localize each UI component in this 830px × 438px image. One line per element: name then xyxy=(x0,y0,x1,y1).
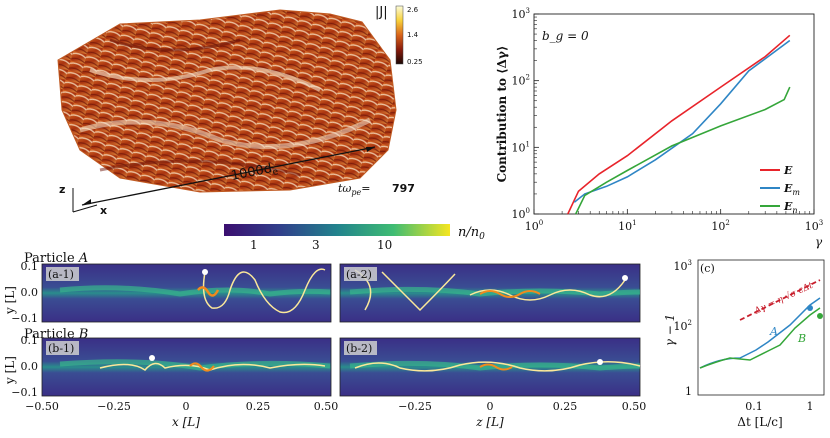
curve-a-label: A xyxy=(769,325,778,338)
chart-frame xyxy=(533,13,815,215)
panel-tag: (a-2) xyxy=(346,268,372,281)
axis-x-label: x xyxy=(100,204,107,217)
panel-a2: (a-2) xyxy=(339,263,641,323)
y-tick: 0.1 xyxy=(21,334,39,347)
fit-line xyxy=(739,279,821,321)
z-tick: 0 xyxy=(487,400,494,413)
x-axis-label: x [L] xyxy=(172,415,200,429)
c-x-tick: 0.1 xyxy=(745,400,763,413)
c-y-tick: 102 xyxy=(674,319,692,333)
render3d-panel: |J| 2.6 1.4 0.25 1000de z x tωpe= 797 xyxy=(0,0,490,225)
colorbar-j xyxy=(395,5,404,65)
panel-b1: (b-1) xyxy=(41,337,332,397)
x-tick: −0.50 xyxy=(25,400,59,413)
y-tick-label: 103 xyxy=(512,7,530,21)
y-tick-label: 102 xyxy=(512,74,530,88)
x-tick: 0.25 xyxy=(246,400,271,413)
y-axis-label: y [L] xyxy=(3,356,17,385)
colorbar-j-label: |J| xyxy=(375,5,388,20)
y-tick-label: 101 xyxy=(512,140,530,154)
density-colorbar-bar xyxy=(224,224,450,236)
chart-ylabel: Contribution to ⟨Δγ⟩ xyxy=(495,46,509,183)
c-x-label: Δt [L/c] xyxy=(737,415,782,429)
z-tick: 0.50 xyxy=(622,400,647,413)
curve-b-label: B xyxy=(797,332,806,345)
x-tick: −0.25 xyxy=(97,400,131,413)
axis-z-label: z xyxy=(59,183,65,196)
c-x-tick: 1 xyxy=(807,400,814,413)
panel-tag: (b-2) xyxy=(346,342,372,355)
y-axis-label: y [L] xyxy=(3,286,17,315)
time-label: tωpe= xyxy=(338,182,370,197)
panel-c-tag: (c) xyxy=(700,262,715,275)
panel-b2: (b-2) xyxy=(339,337,641,397)
x-tick-label: 100 xyxy=(525,219,543,233)
panel-tag: (a-1) xyxy=(48,268,74,281)
z-axis-label: z [L] xyxy=(475,415,504,429)
x-tick-label: 102 xyxy=(711,219,729,233)
x-tick: 0 xyxy=(183,400,190,413)
panel-c-frame xyxy=(697,259,825,396)
y-tick: 0.0 xyxy=(21,360,39,373)
colorbar-j-tick: 2.6 xyxy=(407,6,419,14)
chart-xlabel: γ xyxy=(815,235,823,249)
y-tick: 0.1 xyxy=(21,260,39,273)
contribution-chart: b_g = 0 Contribution to ⟨Δγ⟩ γ 100 100 101… xyxy=(490,0,830,250)
trajectory-panels: Particle A Particle B (a-1) (a-2) xyxy=(0,250,660,434)
particle-row-title: Particle A xyxy=(24,251,88,266)
colorbar-j-tick: 0.25 xyxy=(407,58,423,66)
y-tick: −0.1 xyxy=(11,386,38,399)
z-tick: −0.25 xyxy=(398,400,432,413)
chart-annotation: b_g = 0 xyxy=(542,29,589,43)
x-tick-label: 101 xyxy=(618,219,636,233)
density-colorbar: 1 3 10 n/n0 xyxy=(200,218,510,258)
y-tick-label: 100 xyxy=(512,207,530,221)
y-tick: −0.1 xyxy=(11,312,38,325)
time-value: 797 xyxy=(392,182,415,195)
legend-label: E xyxy=(783,164,793,177)
y-tick: 0.0 xyxy=(21,286,39,299)
z-tick: 0.25 xyxy=(553,400,578,413)
series-line-total xyxy=(567,34,791,215)
density-tick: 1 xyxy=(250,238,258,252)
panel-a1: (a-1) xyxy=(41,263,332,323)
render3d-figure: |J| 2.6 1.4 0.25 1000de z x tωpe= 797 xyxy=(57,5,423,217)
panel-tag: (b-1) xyxy=(48,342,74,355)
density-tick: 3 xyxy=(312,238,320,252)
c-y-tick: 103 xyxy=(674,259,692,273)
density-tick: 10 xyxy=(377,238,392,252)
x-tick-label: 103 xyxy=(805,219,823,233)
curve-b xyxy=(699,307,821,369)
length-arrow xyxy=(81,146,376,206)
density-label: n/n0 xyxy=(458,225,485,242)
c-y-tick: 1 xyxy=(685,385,692,398)
x-tick: 0.50 xyxy=(314,400,339,413)
colorbar-j-tick: 1.4 xyxy=(407,31,419,39)
series-line-n xyxy=(574,86,791,215)
current-volume xyxy=(57,9,397,193)
panel-c: (c) A B Δγ = η √σ cΔt 103 102 1 γ − 1 0.… xyxy=(660,250,830,434)
c-y-label: γ − 1 xyxy=(663,314,677,347)
